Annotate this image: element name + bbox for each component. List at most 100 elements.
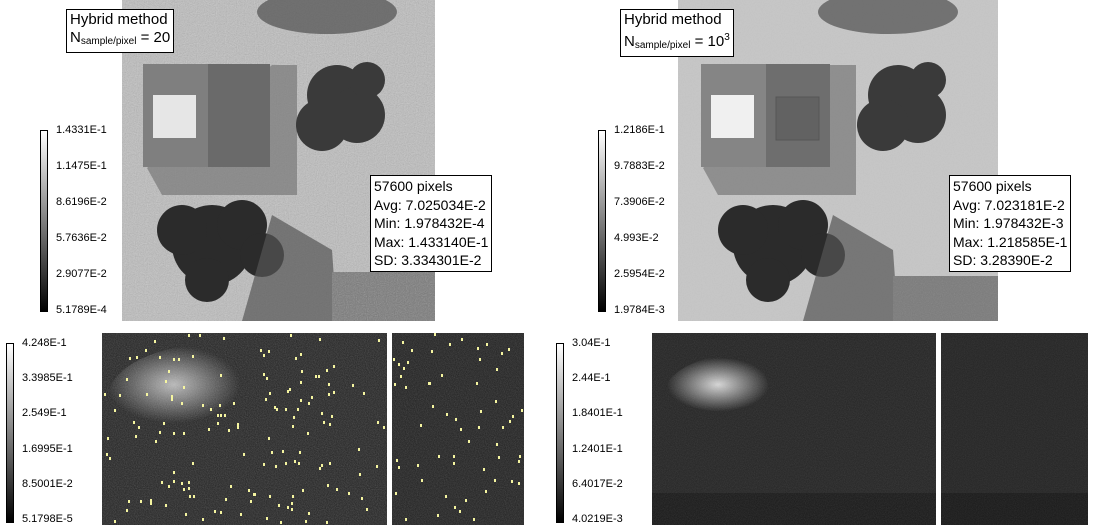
speckle-mark	[295, 357, 297, 360]
irradiance-map-bottom-right-small	[941, 333, 1088, 525]
stat-max: Max: 1.433140E-1	[374, 233, 489, 250]
speckle-mark	[138, 426, 140, 429]
speckle-mark	[300, 381, 302, 384]
speckle-mark	[107, 437, 109, 440]
speckle-mark	[453, 455, 455, 458]
speckle-mark	[128, 500, 130, 503]
speckle-mark	[263, 463, 265, 466]
speckle-mark	[449, 343, 451, 346]
speckle-mark	[518, 482, 520, 485]
speckle-mark	[495, 400, 497, 403]
speckle-mark	[188, 334, 190, 337]
speckle-mark	[348, 492, 350, 495]
stat-avg: Avg: 7.023181E-2	[953, 196, 1065, 213]
speckle-mark	[359, 473, 361, 476]
speckle-mark	[129, 357, 131, 360]
speckle-mark	[275, 465, 277, 468]
speckle-mark	[308, 512, 310, 515]
speckle-mark	[308, 402, 310, 405]
speckle-mark	[438, 455, 440, 458]
speckle-mark	[289, 388, 291, 391]
speckle-mark	[217, 422, 219, 425]
speckle-mark	[243, 453, 245, 456]
speckle-mark	[307, 432, 309, 435]
speckle-mark	[509, 420, 511, 423]
sample-count-right: Nsample/pixel = 103	[624, 32, 730, 51]
speckle-mark	[333, 365, 335, 368]
speckle-mark	[468, 440, 470, 443]
speckle-mark	[323, 421, 325, 424]
speckle-mark	[202, 518, 204, 521]
speckle-mark	[263, 354, 265, 357]
speckle-mark	[453, 462, 455, 465]
speckle-mark	[268, 350, 270, 353]
speckle-mark	[114, 520, 116, 523]
tick-label: 4.993E-2	[614, 232, 659, 244]
speckle-mark	[501, 352, 503, 355]
speckle-mark	[361, 497, 363, 500]
speckle-mark	[168, 485, 170, 488]
speckle-mark	[494, 479, 496, 482]
tick-label: 2.5954E-2	[614, 268, 665, 280]
speckle-mark	[185, 513, 187, 516]
tick-label: 1.8401E-1	[572, 407, 623, 419]
speckle-mark	[319, 338, 321, 341]
tick-label: 5.1789E-4	[56, 304, 107, 316]
speckle-mark	[328, 393, 330, 396]
speckle-mark	[326, 369, 328, 372]
speckle-mark	[486, 343, 488, 346]
scene-svg-left	[122, 0, 435, 321]
speckle-mark	[508, 348, 510, 351]
speckle-mark	[405, 386, 407, 389]
speckle-mark	[237, 426, 239, 429]
speckle-mark	[240, 513, 242, 516]
speckle-mark	[280, 521, 282, 524]
speckle-mark	[329, 423, 331, 426]
speckle-mark	[168, 370, 170, 373]
speckle-mark	[282, 450, 284, 453]
speckle-mark	[181, 402, 183, 405]
tick-label: 7.3906E-2	[614, 196, 665, 208]
speckle-mark	[155, 440, 157, 443]
speckle-mark	[465, 499, 467, 502]
speckle-mark	[326, 521, 328, 524]
speckle-mark	[189, 495, 191, 498]
tick-label: 1.1475E-1	[56, 160, 107, 172]
speckle-mark	[154, 340, 156, 343]
tick-label: 6.4017E-2	[572, 478, 623, 490]
speckle-mark	[511, 480, 513, 483]
speckle-mark	[298, 462, 300, 465]
speckle-mark	[274, 406, 276, 409]
speckle-mark	[519, 455, 521, 458]
speckle-mark	[276, 408, 278, 411]
speckle-mark	[254, 493, 256, 496]
speckle-mark	[305, 520, 307, 523]
speckle-mark	[271, 451, 273, 454]
speckle-mark	[165, 380, 167, 383]
speckle-mark	[502, 426, 504, 429]
stat-max: Max: 1.218585E-1	[953, 233, 1068, 250]
speckle-mark	[299, 451, 301, 454]
speckle-mark	[393, 358, 395, 361]
speckle-mark	[432, 405, 434, 408]
speckle-mark	[411, 349, 413, 352]
speckle-mark	[135, 435, 137, 438]
speckle-mark	[287, 506, 289, 509]
speckle-mark	[230, 485, 232, 488]
speckle-mark	[126, 378, 128, 381]
speckle-mark	[150, 502, 152, 505]
speckle-mark	[208, 428, 210, 431]
stat-sd: SD: 3.334301E-2	[374, 252, 482, 268]
speckle-mark	[291, 508, 293, 511]
speckle-mark	[434, 333, 436, 336]
speckle-mark	[403, 367, 405, 370]
speckle-mark	[106, 453, 108, 456]
speckle-mark	[294, 460, 296, 463]
speckle-mark	[476, 382, 478, 385]
stat-pixels: 57600 pixels	[953, 178, 1032, 194]
speckle-mark	[126, 509, 128, 512]
speckle-mark	[454, 506, 456, 509]
irradiance-svg-br	[652, 333, 936, 525]
stats-box-right: 57600 pixels Avg: 7.023181E-2 Min: 1.978…	[949, 175, 1072, 272]
speckle-mark	[363, 392, 365, 395]
